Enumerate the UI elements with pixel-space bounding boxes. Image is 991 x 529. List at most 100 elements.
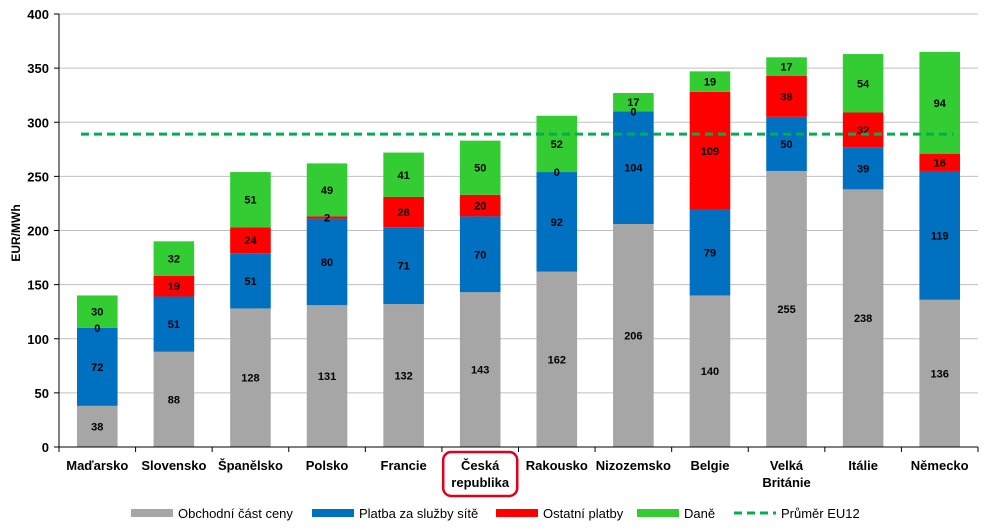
- data-label: 0: [554, 167, 560, 179]
- bar-segment: [842, 189, 884, 448]
- bar-segment: [459, 292, 501, 447]
- bar-segment: [76, 295, 118, 328]
- data-label: 143: [471, 365, 489, 377]
- data-label: 17: [627, 97, 639, 109]
- bar-segment: [230, 308, 271, 447]
- bar-segment: [766, 116, 807, 171]
- bar-segment: [230, 253, 271, 309]
- bar-segment: [689, 71, 731, 92]
- data-label: 54: [857, 78, 870, 90]
- bar-segment: [459, 140, 501, 195]
- bar-segment: [766, 57, 807, 76]
- bar-segment: [153, 275, 195, 297]
- bar-segment: [919, 170, 961, 300]
- x-category-label: republika: [451, 475, 510, 490]
- data-label: 119: [931, 230, 949, 242]
- bar-segment: [536, 271, 578, 447]
- y-tick-label: 100: [27, 332, 49, 347]
- x-category-label: Rakousko: [526, 458, 588, 473]
- data-label: 19: [168, 281, 180, 293]
- data-label: 38: [91, 421, 103, 433]
- data-label: 51: [168, 319, 180, 331]
- data-label: 70: [474, 249, 486, 261]
- data-label: 162: [548, 354, 566, 366]
- data-label: 32: [168, 254, 180, 266]
- x-category-label: Británie: [762, 475, 810, 490]
- bar-segment: [536, 115, 578, 173]
- data-label: 20: [474, 201, 486, 213]
- data-label: 136: [931, 368, 949, 380]
- y-tick-label: 250: [27, 169, 49, 184]
- x-category-label: Slovensko: [141, 458, 206, 473]
- data-label: 104: [624, 163, 643, 175]
- data-label: 206: [624, 331, 642, 343]
- bar-segment: [459, 216, 501, 293]
- data-label: 132: [394, 371, 412, 383]
- legend-swatch: [496, 509, 538, 517]
- data-label: 51: [244, 276, 256, 288]
- x-category-label: Česká: [461, 458, 500, 473]
- data-label: 17: [780, 62, 792, 74]
- bar-segment: [153, 241, 195, 276]
- y-axis-label: EUR/MWh: [9, 204, 23, 261]
- data-label: 50: [780, 139, 792, 151]
- bar-segment: [613, 111, 654, 225]
- x-category-label: Španělsko: [218, 458, 283, 473]
- bar-segment: [383, 304, 424, 447]
- data-label: 128: [241, 373, 259, 385]
- data-label: 71: [398, 261, 410, 273]
- data-label: 140: [701, 366, 719, 378]
- legend-label: Ostatní platby: [543, 506, 624, 521]
- bar-segment: [689, 295, 731, 447]
- axes: [54, 13, 979, 452]
- bar-segment: [689, 91, 731, 210]
- bar-segment: [842, 54, 884, 113]
- bar-segment: [459, 194, 501, 217]
- bar-segment: [230, 172, 271, 228]
- grid-lines: [59, 13, 978, 394]
- data-label: 72: [91, 362, 103, 374]
- legend-swatch: [637, 509, 679, 517]
- y-tick-label: 50: [35, 386, 49, 401]
- bar-segment: [153, 296, 195, 352]
- legend-label: Obchodní část ceny: [178, 506, 293, 521]
- y-tick-label: 150: [27, 278, 49, 293]
- bar-segment: [766, 170, 807, 447]
- data-label: 52: [551, 139, 563, 151]
- data-label: 39: [857, 163, 869, 175]
- bar-segment: [306, 305, 348, 447]
- bar-segment: [383, 227, 424, 305]
- data-label: 255: [777, 304, 795, 316]
- bar-segment: [306, 163, 348, 217]
- bar-segment: [230, 227, 271, 254]
- data-label: 79: [704, 248, 716, 260]
- bar-segment: [919, 153, 961, 171]
- data-label: 51: [244, 195, 256, 207]
- legend-label: Platba za služby sítě: [359, 506, 478, 521]
- bar-segment: [842, 112, 884, 148]
- legend-label: Průměr EU12: [781, 506, 860, 521]
- y-tick-labels: 0 50 100 150 200 250 300 350 400: [27, 7, 49, 455]
- data-label: 41: [398, 170, 410, 182]
- legend: Obchodní část ceny Platba za služby sítě O…: [131, 506, 860, 521]
- data-label: 238: [854, 313, 872, 325]
- bar-segment: [689, 209, 731, 296]
- highlight-box: [441, 450, 519, 498]
- y-tick-label: 350: [27, 61, 49, 76]
- y-tick-label: 400: [27, 7, 49, 22]
- x-category-label: Maďarsko: [66, 458, 128, 473]
- data-label: 88: [168, 394, 180, 406]
- legend-label: Daně: [684, 506, 715, 521]
- bar-segment: [842, 147, 884, 190]
- data-label: 16: [934, 157, 946, 169]
- y-tick-label: 300: [27, 115, 49, 130]
- bar-segment: [306, 216, 348, 219]
- bar-segment: [766, 75, 807, 117]
- x-category-label: Belgie: [690, 458, 729, 473]
- bar-segment: [383, 196, 424, 228]
- bar-segment: [153, 351, 195, 447]
- bars: [76, 51, 961, 448]
- bar-segment: [613, 93, 654, 112]
- bar-segment: [383, 152, 424, 197]
- data-label: 38: [780, 91, 792, 103]
